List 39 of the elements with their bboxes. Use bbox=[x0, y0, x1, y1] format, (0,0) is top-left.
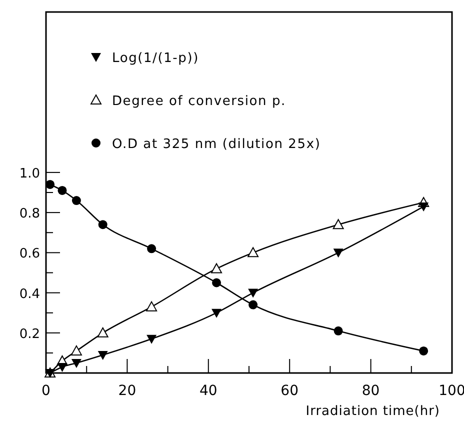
point bbox=[333, 248, 344, 258]
point bbox=[212, 278, 222, 288]
point bbox=[248, 288, 258, 298]
point bbox=[45, 369, 56, 378]
point bbox=[146, 334, 157, 344]
point bbox=[58, 186, 67, 195]
point bbox=[72, 196, 81, 206]
point bbox=[146, 301, 158, 312]
point bbox=[211, 263, 222, 274]
point bbox=[71, 358, 82, 368]
point bbox=[334, 326, 343, 336]
point bbox=[332, 219, 344, 230]
x-tick-label: 100 bbox=[438, 383, 464, 399]
y-tick-label: 0.4 bbox=[19, 286, 40, 302]
point bbox=[70, 345, 82, 356]
x-tick-label: 20 bbox=[118, 383, 136, 399]
legend-label: O.D at 325 nm (dilution 25x) bbox=[112, 137, 321, 152]
point bbox=[46, 180, 55, 189]
y-tick-label: 0.2 bbox=[19, 326, 40, 342]
y-tick-label: 1.0 bbox=[19, 166, 40, 182]
point bbox=[418, 202, 429, 212]
point bbox=[212, 308, 222, 318]
x-tick-label: 80 bbox=[362, 383, 380, 399]
point bbox=[248, 247, 259, 258]
point bbox=[147, 244, 156, 254]
x-tick-label: 40 bbox=[199, 383, 218, 399]
legend-label: Degree of conversion p. bbox=[112, 94, 286, 109]
point bbox=[248, 300, 258, 310]
x-axis-title: Irradiation time(hr) bbox=[306, 404, 440, 419]
point bbox=[98, 350, 108, 360]
y-tick-label: 0.6 bbox=[19, 246, 40, 262]
point bbox=[57, 362, 68, 372]
point bbox=[98, 220, 108, 230]
x-tick-label: 60 bbox=[280, 383, 299, 399]
point bbox=[419, 346, 428, 356]
x-tick-label: 0 bbox=[42, 383, 50, 399]
y-tick-label: 0.8 bbox=[19, 206, 40, 222]
legend-label: Log(1/(1-p)) bbox=[112, 51, 199, 66]
point bbox=[97, 327, 108, 338]
